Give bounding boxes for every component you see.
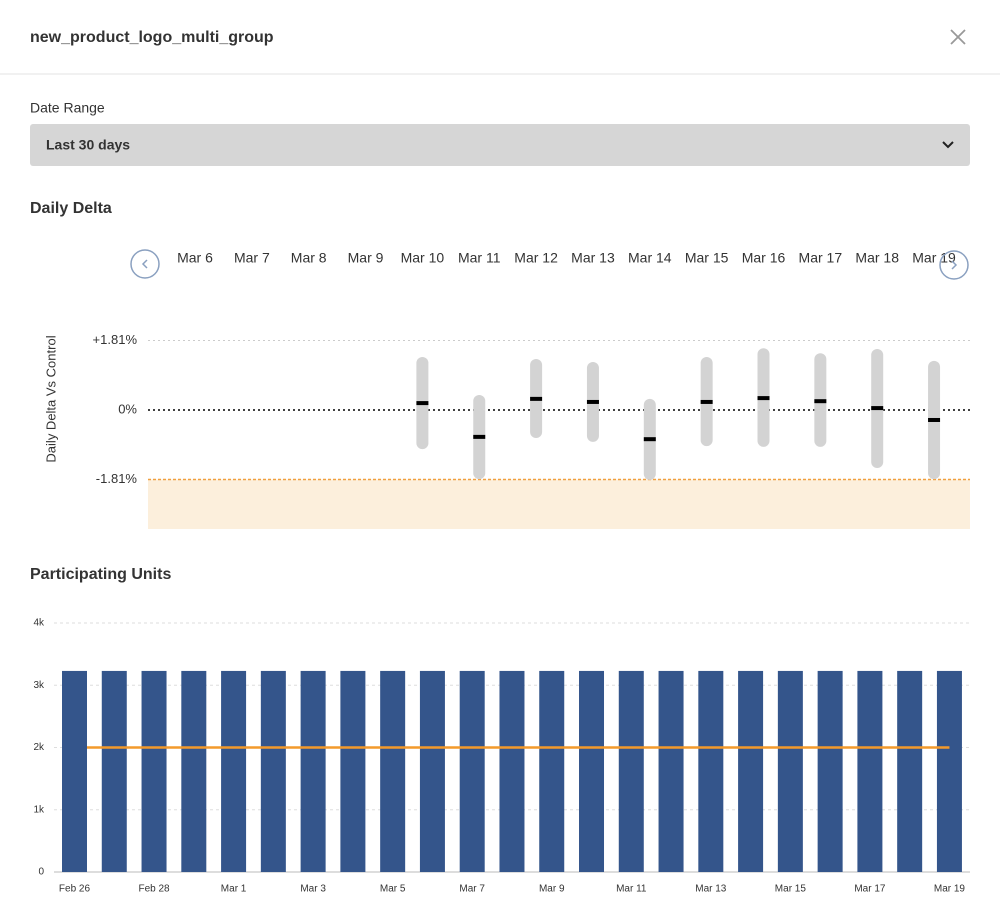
- x-tick-label: Mar 5: [380, 884, 406, 895]
- point-estimate: [530, 396, 543, 401]
- date-column-label: Mar 8: [291, 250, 327, 266]
- bar: [300, 670, 326, 872]
- date-column-label: Mar 13: [571, 250, 615, 266]
- point-estimate: [814, 399, 827, 404]
- x-tick-label: Mar 19: [934, 884, 966, 895]
- y-tick-label: 4k: [33, 618, 45, 629]
- x-tick-label: Feb 26: [59, 884, 91, 895]
- date-column-label: Mar 10: [401, 250, 445, 266]
- y-tick-label: 0%: [118, 401, 137, 416]
- x-tick-label: Mar 7: [459, 884, 485, 895]
- threshold-region: [148, 479, 970, 529]
- bar: [698, 670, 724, 872]
- bar: [658, 670, 684, 872]
- date-column-label: Mar 15: [685, 250, 729, 266]
- date-column-label: Mar 14: [628, 250, 672, 266]
- x-tick-label: Mar 17: [854, 884, 886, 895]
- bar: [141, 670, 167, 872]
- point-estimate: [643, 437, 656, 442]
- date-column-label: Mar 18: [855, 250, 899, 266]
- y-tick-label: 2k: [33, 742, 45, 753]
- y-tick-label: 0: [38, 867, 44, 878]
- bar: [499, 670, 525, 872]
- point-estimate: [871, 406, 884, 411]
- section-title: Participating Units: [30, 566, 171, 583]
- date-range-select[interactable]: [30, 124, 970, 166]
- bar: [618, 670, 644, 872]
- x-tick-label: Mar 15: [775, 884, 807, 895]
- point-estimate: [757, 396, 770, 401]
- bar: [380, 670, 406, 872]
- date-range-label: Date Range: [30, 100, 105, 116]
- bar: [260, 670, 286, 872]
- bar: [419, 670, 445, 872]
- y-tick-label: +1.81%: [93, 332, 138, 347]
- select-chevron: [942, 141, 954, 149]
- x-tick-label: Mar 13: [695, 884, 727, 895]
- y-tick-label: 1k: [33, 804, 45, 815]
- date-column-label: Mar 11: [458, 250, 501, 266]
- bar: [221, 670, 247, 872]
- bar: [777, 670, 803, 872]
- date-column-label: Mar 16: [742, 250, 786, 266]
- section-title: Daily Delta: [30, 200, 112, 217]
- bar: [897, 670, 923, 872]
- bar: [101, 670, 127, 872]
- bar: [857, 670, 883, 872]
- y-axis-label: Daily Delta Vs Control: [43, 335, 58, 462]
- bar: [817, 670, 843, 872]
- bar: [459, 670, 485, 872]
- date-range-value: Last 30 days: [46, 137, 130, 153]
- point-estimate: [416, 401, 429, 406]
- y-tick-label: 3k: [33, 680, 45, 691]
- date-column-label: Mar 17: [799, 250, 843, 266]
- bar: [579, 670, 605, 872]
- x-tick-label: Mar 1: [221, 884, 247, 895]
- modal-title: new_product_logo_multi_group: [30, 29, 274, 46]
- bar: [738, 670, 764, 872]
- point-estimate: [928, 417, 941, 422]
- bar: [62, 670, 87, 872]
- date-column-label: Mar 12: [514, 250, 558, 266]
- x-tick-label: Mar 11: [616, 884, 647, 895]
- next-button[interactable]: [939, 250, 969, 280]
- bar: [181, 670, 207, 872]
- x-tick-label: Feb 28: [138, 884, 170, 895]
- date-column-label: Mar 7: [234, 250, 270, 266]
- x-tick-label: Mar 9: [539, 884, 565, 895]
- bar: [340, 670, 366, 872]
- date-column-label: Mar 9: [348, 250, 384, 266]
- close-button[interactable]: [950, 29, 966, 45]
- y-tick-label: -1.81%: [96, 471, 138, 486]
- x-tick-label: Mar 3: [300, 884, 326, 895]
- bar: [539, 670, 565, 872]
- point-estimate: [700, 399, 713, 404]
- point-estimate: [473, 434, 486, 439]
- point-estimate: [586, 399, 599, 404]
- date-column-label: Mar 6: [177, 250, 213, 266]
- prev-button[interactable]: [130, 249, 160, 279]
- bar: [936, 670, 962, 872]
